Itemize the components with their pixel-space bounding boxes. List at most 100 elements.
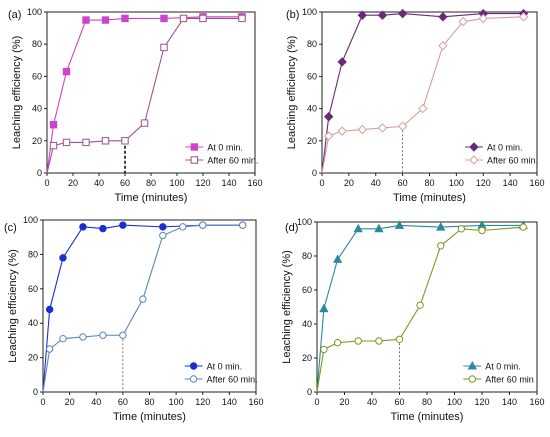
x-tick-label: 120 <box>476 178 491 188</box>
y-tick-label: 80 <box>32 39 42 49</box>
data-point <box>159 223 167 231</box>
y-tick-label: 60 <box>302 285 312 295</box>
data-point <box>416 301 424 309</box>
series-2 <box>46 14 246 174</box>
data-point <box>332 254 343 263</box>
legend-marker <box>189 362 198 370</box>
data-point <box>101 16 110 24</box>
legend-label: At 0 min. <box>485 362 521 372</box>
data-point <box>438 12 448 22</box>
panel-label: (a) <box>8 9 21 21</box>
chart-panel-4: (d) 0 20 40 60 80 100 120 140 160 0 20 40 60 80 100 Time… <box>281 217 545 423</box>
x-tick-label: 100 <box>449 178 464 188</box>
data-point <box>139 295 147 303</box>
legend-label: At 0 min. <box>207 362 243 372</box>
legend-label: At 0 min. <box>487 143 523 153</box>
x-axis-label: Time (minutes) <box>113 411 186 423</box>
data-point <box>82 138 90 147</box>
data-point <box>121 137 129 145</box>
x-tick-label: 20 <box>339 397 349 407</box>
data-point <box>395 335 404 343</box>
y-tick-label: 100 <box>297 217 312 227</box>
x-tick-label: 140 <box>503 178 518 188</box>
y-tick-label: 80 <box>28 249 38 259</box>
legend-label: After 60 min. <box>207 156 258 166</box>
data-point <box>478 226 486 235</box>
legend-marker <box>468 375 476 383</box>
x-tick-label: 0 <box>40 397 45 407</box>
series-2 <box>42 221 247 393</box>
data-point <box>140 119 149 127</box>
data-point <box>45 345 54 353</box>
x-tick-label: 100 <box>169 178 184 188</box>
y-tick-label: 40 <box>307 104 317 114</box>
x-axis-label: Time (minutes) <box>393 192 466 204</box>
y-tick-label: 80 <box>307 39 317 49</box>
data-point <box>179 14 188 23</box>
legend: At 0 min. After 60 min. <box>184 362 258 385</box>
panel-label: (b) <box>286 9 299 21</box>
y-axis-label: Leaching efficiency (%) <box>281 250 293 364</box>
data-point <box>99 331 107 339</box>
y-axis-label: Leaching efficiency (%) <box>11 36 23 150</box>
x-tick-label: 20 <box>65 397 75 407</box>
x-tick-label: 140 <box>222 397 237 407</box>
data-point <box>238 221 247 229</box>
data-point <box>324 131 334 141</box>
data-point <box>375 337 383 345</box>
y-tick-label: 40 <box>28 318 38 328</box>
legend-label: After 60 min. <box>207 375 258 385</box>
legend-marker <box>190 156 199 164</box>
series-2 <box>321 12 529 174</box>
y-tick-label: 40 <box>302 319 312 329</box>
data-point <box>377 10 388 20</box>
x-tick-label: 80 <box>424 178 434 188</box>
y-tick-label: 60 <box>307 71 317 81</box>
legend: At 0 min. After 60 min. <box>185 143 258 166</box>
data-point <box>49 121 58 129</box>
data-point <box>394 220 405 229</box>
legend: At 0 min. After 60 min. <box>464 142 538 166</box>
y-tick-label: 20 <box>32 136 42 146</box>
data-point <box>320 345 328 354</box>
legend-marker <box>469 142 479 152</box>
data-point <box>119 331 127 339</box>
x-tick-label: 60 <box>394 397 404 407</box>
y-tick-label: 60 <box>28 284 38 294</box>
y-tick-label: 0 <box>307 387 312 397</box>
x-tick-label: 0 <box>319 178 324 188</box>
y-tick-label: 40 <box>32 104 42 114</box>
x-tick-label: 100 <box>169 397 184 407</box>
data-point <box>438 41 448 51</box>
data-point <box>159 231 167 240</box>
data-point <box>337 126 347 136</box>
data-point <box>436 222 446 231</box>
data-point <box>519 223 527 231</box>
data-point <box>79 333 87 341</box>
data-point <box>121 14 129 23</box>
data-point <box>82 16 90 24</box>
x-tick-label: 160 <box>248 397 263 407</box>
x-tick-label: 100 <box>447 397 462 407</box>
data-point <box>457 225 466 233</box>
x-tick-label: 60 <box>398 178 408 188</box>
chart-panel-3: (c) 0 20 40 60 80 100 120 140 160 0 20 40 60 80 100 Time… <box>4 215 264 423</box>
panel-label: (c) <box>4 222 17 234</box>
panel-label: (d) <box>285 222 298 234</box>
data-point <box>337 57 347 67</box>
y-tick-label: 100 <box>302 7 317 17</box>
data-point <box>418 103 428 114</box>
data-point <box>160 14 168 23</box>
legend: At 0 min. After 60 min <box>463 360 534 385</box>
data-point <box>357 10 368 20</box>
data-point <box>397 8 408 19</box>
y-tick-label: 60 <box>32 71 42 81</box>
data-point <box>357 124 368 135</box>
y-tick-label: 0 <box>312 168 317 178</box>
x-tick-label: 0 <box>314 397 319 407</box>
data-point <box>59 254 67 262</box>
data-point <box>199 221 207 229</box>
x-tick-label: 160 <box>529 178 544 188</box>
x-tick-label: 140 <box>502 397 517 407</box>
